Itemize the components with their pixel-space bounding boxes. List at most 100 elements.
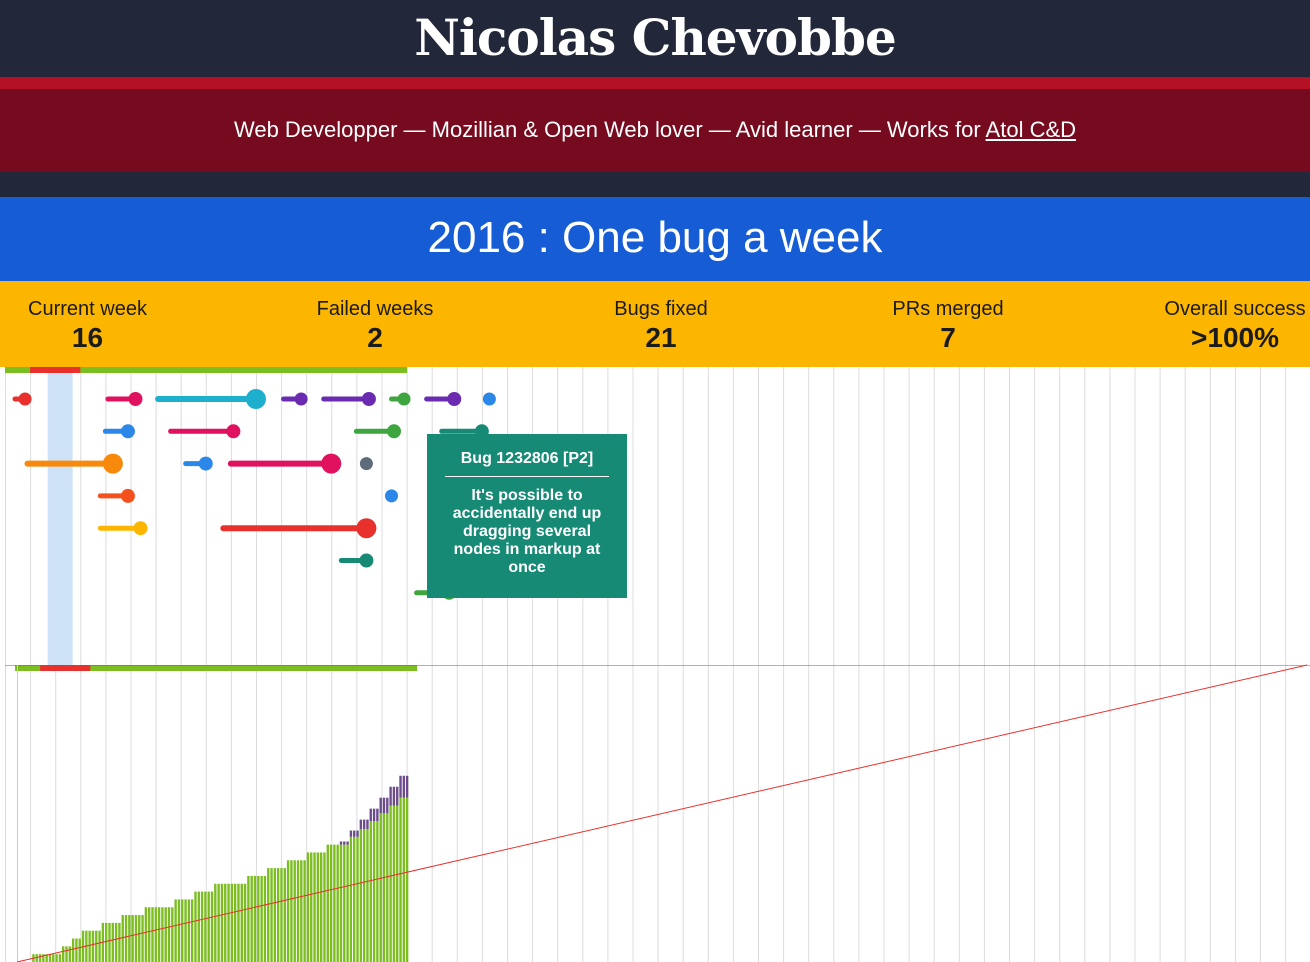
bugs-fixed-bar xyxy=(253,875,257,962)
bug-dot xyxy=(226,424,241,439)
stat-current-week: Current week 16 xyxy=(15,297,160,355)
bugs-fixed-bar xyxy=(204,891,207,962)
bugs-fixed-bar xyxy=(65,946,68,962)
bugs-fixed-bar xyxy=(118,922,121,962)
bug-dot xyxy=(294,392,308,406)
bugs-fixed-bar xyxy=(128,915,131,962)
employer-link[interactable]: Atol C&D xyxy=(985,117,1077,142)
bugs-fixed-bar xyxy=(138,915,141,962)
bugs-fixed-bar xyxy=(210,891,214,962)
prs-merged-bar xyxy=(379,797,382,814)
bugs-fixed-bar xyxy=(356,836,359,962)
bugs-fixed-bar xyxy=(171,907,174,962)
bugs-fixed-bar xyxy=(323,852,326,962)
prs-merged-bar xyxy=(356,830,359,837)
bugs-fixed-bar xyxy=(336,844,339,962)
bug-dot xyxy=(397,392,411,406)
prs-merged-bar xyxy=(353,830,356,837)
prs-merged-bar xyxy=(399,775,402,798)
prs-merged-bar xyxy=(366,819,369,829)
bugs-fixed-bar xyxy=(108,922,111,962)
prs-merged-bar xyxy=(402,775,406,798)
stat-failed-weeks: Failed weeks 2 xyxy=(300,297,450,355)
bugs-fixed-bar xyxy=(362,828,366,962)
bugs-fixed-bar xyxy=(45,954,48,962)
stat-value: 21 xyxy=(645,322,677,353)
bugs-fixed-bar xyxy=(58,954,62,962)
tooltip-title: Bug 1232806 [P2] xyxy=(445,450,609,477)
bugs-fixed-bar xyxy=(88,930,91,962)
week-status-segment xyxy=(30,367,56,373)
bug-chart xyxy=(5,367,1310,962)
prs-merged-bar xyxy=(405,775,409,798)
bugs-fixed-bar xyxy=(286,860,290,962)
bugs-fixed-bar xyxy=(214,883,217,962)
bugs-fixed-bar xyxy=(217,883,220,962)
stat-label: Failed weeks xyxy=(316,298,434,320)
bugs-fixed-bar xyxy=(260,875,263,962)
bug-dot xyxy=(198,456,213,471)
bug-dot xyxy=(359,457,373,471)
prs-merged-bar xyxy=(343,841,346,845)
bugs-fixed-bar xyxy=(124,915,128,962)
stats-bar: Current week 16 Failed weeks 2 Bugs fixe… xyxy=(0,281,1310,367)
bugs-fixed-bar xyxy=(78,938,81,962)
bugs-fixed-bar xyxy=(250,875,253,962)
bug-tooltip: Bug 1232806 [P2] It's possible to accide… xyxy=(427,434,627,598)
bugs-fixed-bar xyxy=(359,828,363,962)
bug-dot xyxy=(321,453,342,474)
prs-merged-bar xyxy=(369,808,372,822)
week-status-segment xyxy=(331,367,357,373)
week-status-segment xyxy=(281,367,307,373)
week-status-segment xyxy=(316,665,342,671)
week-status-segment xyxy=(130,367,157,373)
bugs-fixed-bar xyxy=(353,836,356,962)
bugs-fixed-bar xyxy=(104,922,108,962)
bugs-fixed-bar xyxy=(151,907,154,962)
current-week-highlight xyxy=(47,373,73,665)
bug-dot xyxy=(245,389,266,409)
bugs-fixed-bar xyxy=(319,852,323,962)
week-status-segment xyxy=(65,665,91,671)
challenge-title: 2016 : One bug a week xyxy=(0,197,1310,281)
bugs-fixed-bar xyxy=(174,899,177,962)
bugs-fixed-bar xyxy=(376,821,379,962)
bugs-fixed-bar xyxy=(230,883,234,962)
bugs-fixed-bar xyxy=(293,860,296,962)
bug-dot xyxy=(128,392,143,406)
bugs-fixed-bar xyxy=(290,860,293,962)
prs-merged-bar xyxy=(372,808,376,822)
stat-value: 7 xyxy=(940,322,956,353)
bugs-fixed-bar xyxy=(224,883,227,962)
bugs-fixed-bar xyxy=(161,907,164,962)
bugs-fixed-bar xyxy=(316,852,320,962)
bugs-fixed-bar xyxy=(240,883,243,962)
bugs-fixed-bar xyxy=(366,828,369,962)
bugs-fixed-bar xyxy=(197,891,200,962)
bugs-fixed-bar xyxy=(389,805,392,962)
stat-value: 16 xyxy=(71,322,104,353)
prs-merged-bar xyxy=(339,841,343,845)
bugs-fixed-bar xyxy=(121,915,124,962)
bugs-fixed-bar xyxy=(111,922,114,962)
bugs-fixed-bar xyxy=(339,844,343,962)
header-gap xyxy=(0,172,1310,197)
week-status-segment xyxy=(90,665,116,671)
bugs-fixed-bar xyxy=(167,907,171,962)
bugs-fixed-bar xyxy=(190,899,194,962)
bugs-fixed-bar xyxy=(35,954,38,962)
prs-merged-bar xyxy=(376,808,379,822)
bug-dot xyxy=(385,489,398,503)
bugs-fixed-bar xyxy=(243,883,247,962)
prs-merged-bar xyxy=(359,819,363,829)
prs-merged-bar xyxy=(396,786,399,806)
bugs-fixed-bar xyxy=(333,844,336,962)
bugs-fixed-bar xyxy=(296,860,300,962)
stat-bugs-fixed: Bugs fixed 21 xyxy=(590,297,732,355)
week-status-segment xyxy=(190,665,217,671)
stat-label: PRs merged xyxy=(892,298,1004,320)
bugs-fixed-bar xyxy=(187,899,191,962)
week-status-segment xyxy=(15,665,41,671)
stat-value: 2 xyxy=(367,322,383,353)
header-subtitle: Web Developper — Mozillian & Open Web lo… xyxy=(0,89,1310,172)
